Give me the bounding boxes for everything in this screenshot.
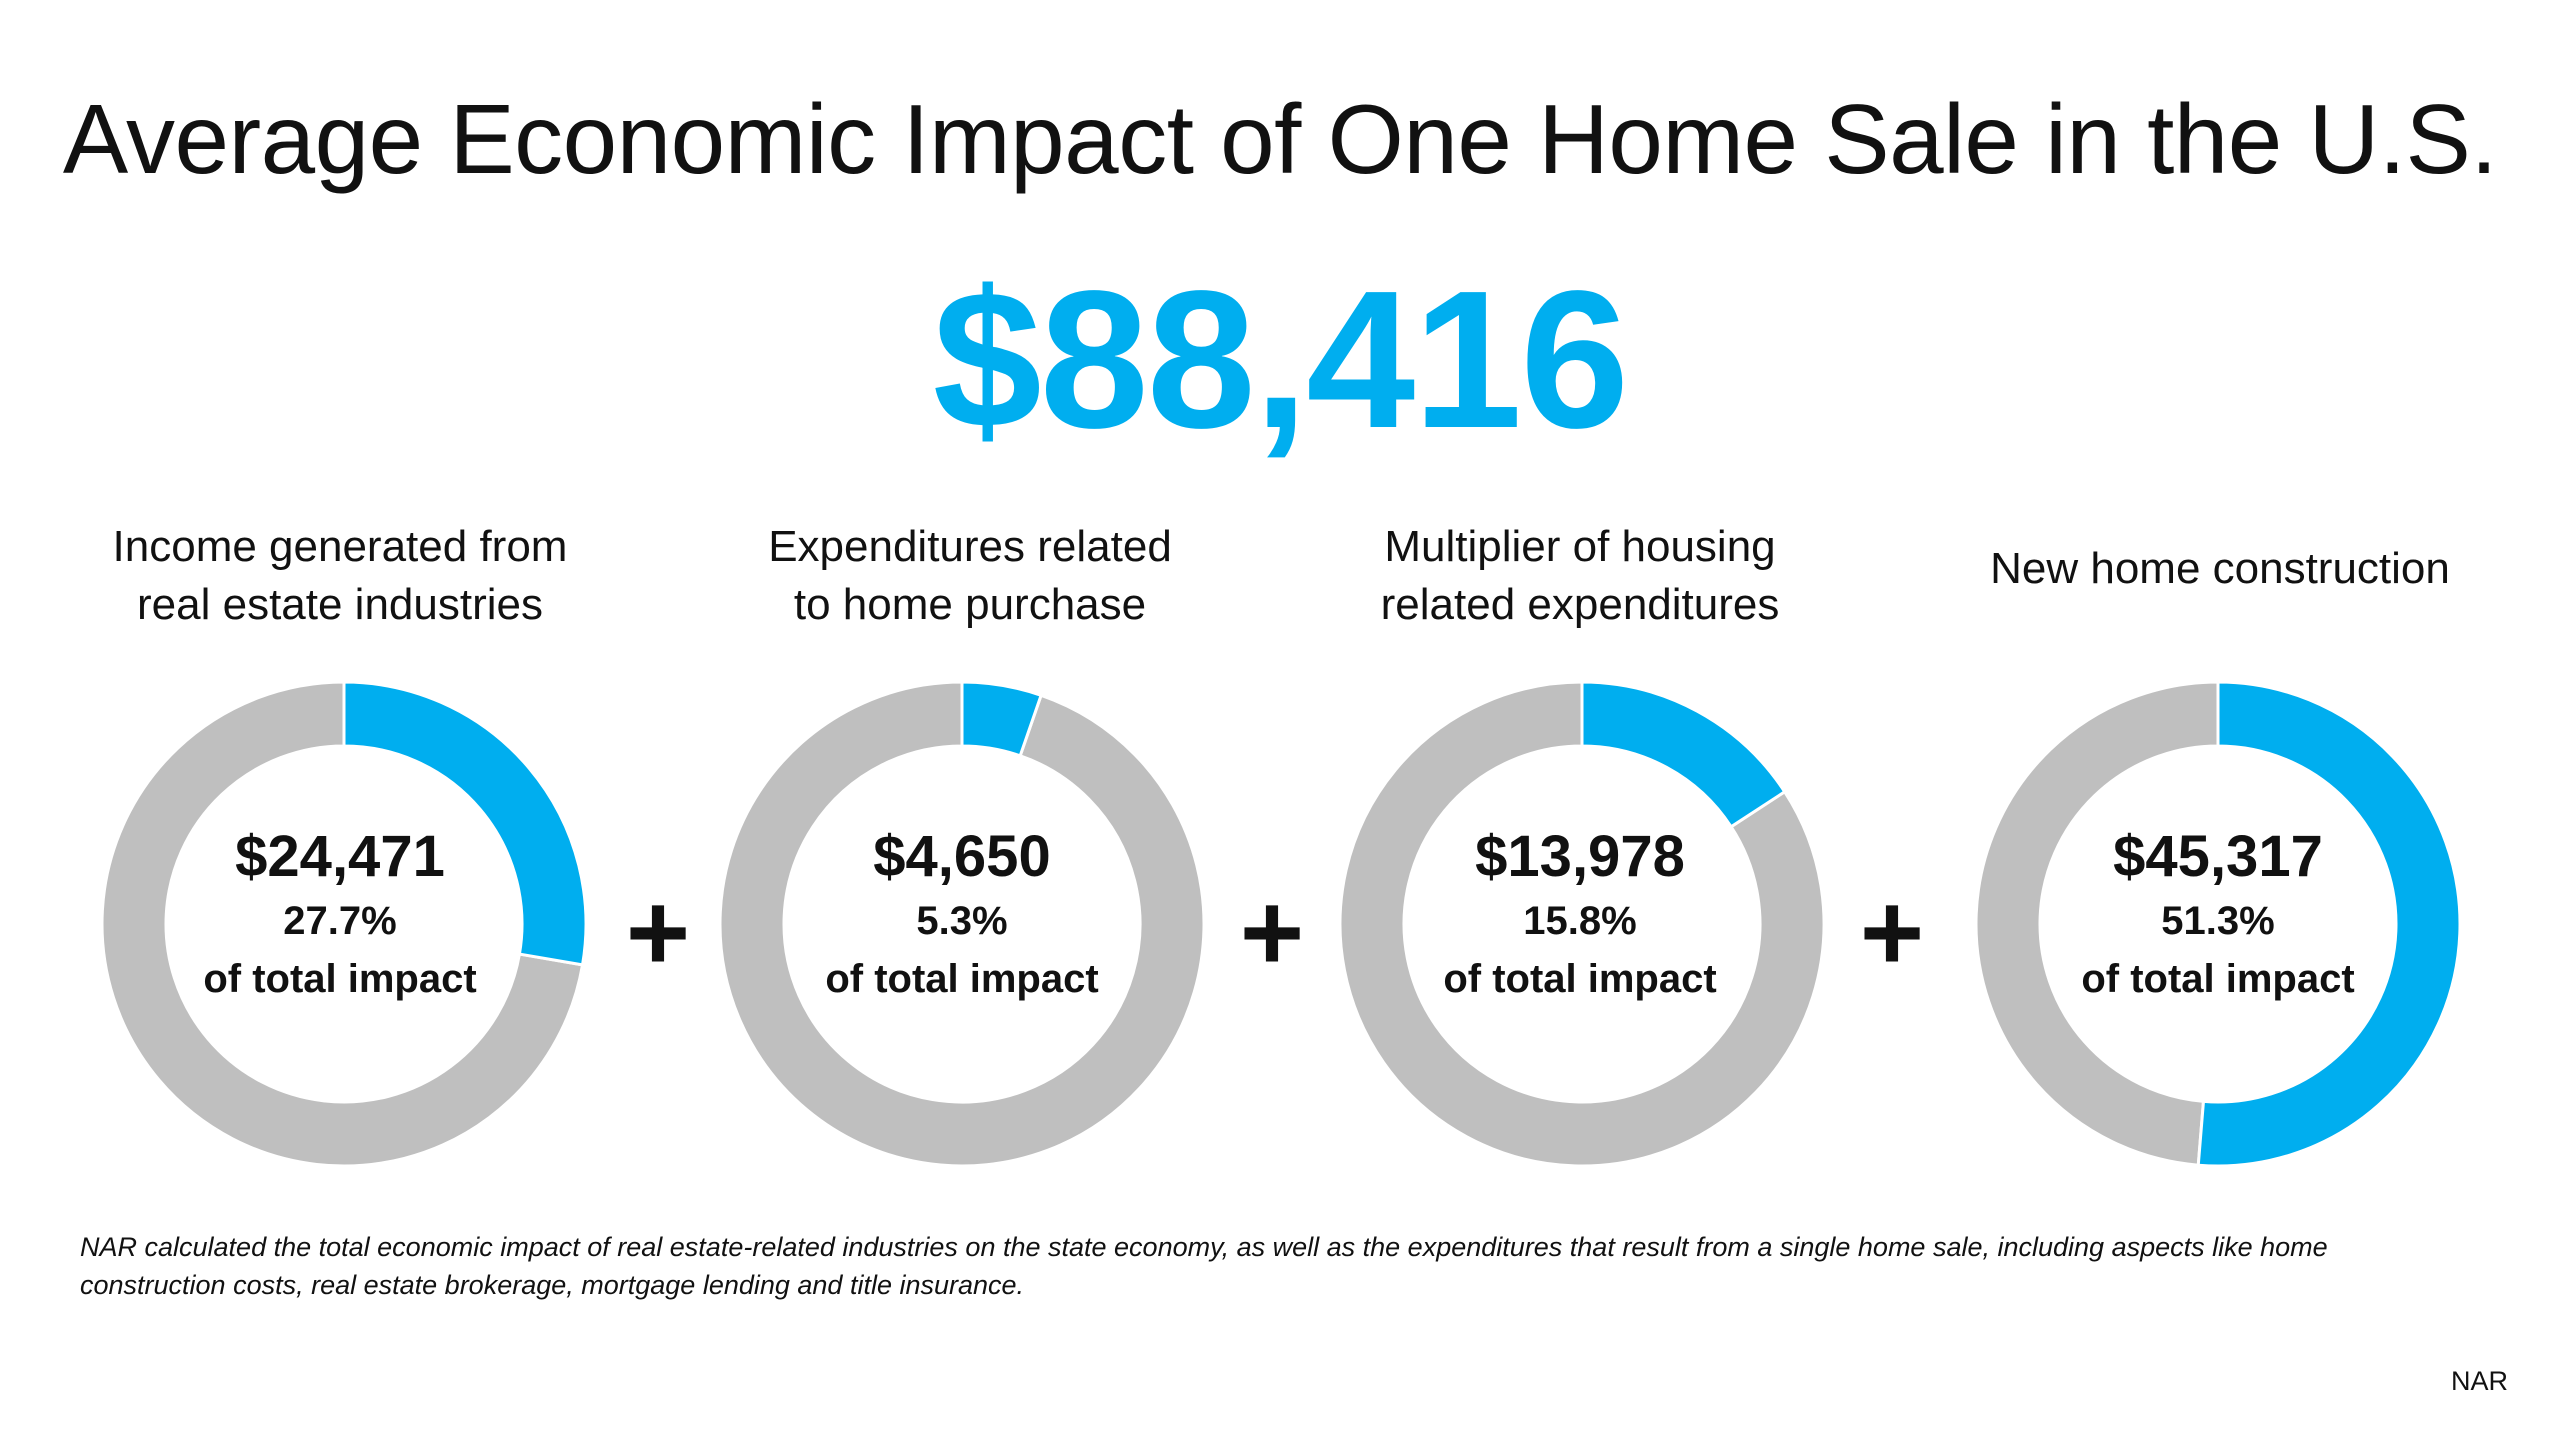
donut-percent: 27.7%: [283, 899, 397, 943]
donut-income-real-estate: [100, 680, 588, 1168]
donut-sublabel: of total impact: [203, 957, 477, 1001]
donut-value: $45,317: [2113, 824, 2323, 889]
donut-center-expenditures-home-purchase: $4,650 5.3% of total impact: [762, 822, 1162, 1008]
label-line: New home construction: [1990, 544, 2450, 593]
donut-slice-remainder: [1338, 680, 1826, 1168]
donut-percent: 51.3%: [2161, 899, 2275, 943]
donut-sublabel: of total impact: [825, 957, 1099, 1001]
plus-sign-1: +: [625, 871, 691, 994]
donut-slice-share: [2196, 680, 2462, 1168]
donut-slice-remainder: [1974, 680, 2220, 1167]
plus-sign-2: +: [1239, 871, 1305, 994]
donut-center-multiplier-housing: $13,978 15.8% of total impact: [1380, 822, 1780, 1008]
donut-value: $13,978: [1475, 824, 1685, 889]
donut-expenditures-home-purchase: [718, 680, 1206, 1168]
donut-percent: 5.3%: [916, 899, 1008, 943]
label-line: Expenditures related: [768, 522, 1172, 571]
plus-sign-3: +: [1859, 871, 1925, 994]
label-line: Income generated from: [112, 522, 568, 571]
donut-slice-remainder: [100, 680, 585, 1168]
donut-value: $4,650: [873, 824, 1051, 889]
footnote: NAR calculated the total economic impact…: [80, 1232, 2328, 1300]
total-impact-value: $88,416: [932, 250, 1630, 469]
label-new-home-construction: New home construction: [1910, 540, 2530, 598]
label-income-real-estate: Income generated from real estate indust…: [30, 518, 650, 634]
donut-center-new-home-construction: $45,317 51.3% of total impact: [2018, 822, 2418, 1008]
donut-multiplier-housing: [1338, 680, 1826, 1168]
page-title: Average Economic Impact of One Home Sale…: [62, 84, 2498, 194]
label-multiplier-housing: Multiplier of housing related expenditur…: [1270, 518, 1890, 634]
donut-new-home-construction: [1974, 680, 2462, 1168]
donut-center-income-real-estate: $24,471 27.7% of total impact: [140, 822, 540, 1008]
donut-value: $24,471: [235, 824, 445, 889]
label-line: real estate industries: [137, 580, 543, 629]
label-line: to home purchase: [793, 580, 1147, 629]
donut-slice-share: [342, 680, 588, 967]
donut-sublabel: of total impact: [1443, 957, 1717, 1001]
donut-slice-remainder: [718, 680, 1206, 1168]
label-line: Multiplier of housing: [1384, 522, 1776, 571]
source-credit: NAR: [2450, 1366, 2508, 1396]
donut-sublabel: of total impact: [2081, 957, 2355, 1001]
donut-slice-share: [960, 680, 1044, 758]
label-expenditures-home-purchase: Expenditures related to home purchase: [660, 518, 1280, 634]
label-line: related expenditures: [1380, 580, 1780, 629]
donut-slice-share: [1580, 680, 1787, 829]
donut-percent: 15.8%: [1523, 899, 1637, 943]
